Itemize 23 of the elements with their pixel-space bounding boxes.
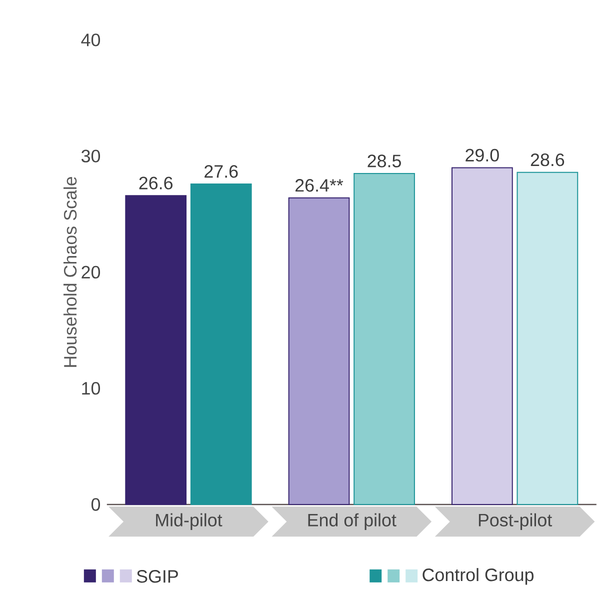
legend-label: SGIP: [136, 570, 178, 583]
data-label: 26.6: [139, 176, 172, 190]
data-label: 28.6: [530, 153, 564, 166]
y-tick-label: 0: [91, 498, 100, 511]
y-tick-label: 10: [82, 382, 100, 394]
data-label: 27.6: [204, 164, 238, 178]
x-tick-label: End of pilot: [308, 513, 396, 530]
x-tick-label: Mid-pilot: [156, 513, 222, 530]
legend-label: Control Group: [422, 568, 534, 585]
y-tick-label: 40: [81, 33, 100, 46]
y-tick-label: 30: [81, 150, 100, 162]
data-label: 28.5: [368, 154, 401, 168]
data-label: 29.0: [466, 148, 499, 162]
y-tick-label: 20: [82, 266, 100, 278]
bar: [354, 172, 415, 505]
data-label: 26.4**: [296, 178, 344, 192]
bar: [125, 194, 187, 505]
bar: [190, 183, 252, 505]
bar: [516, 172, 578, 505]
bar: [288, 197, 350, 505]
y-axis-title: Household Chaos Scale: [63, 176, 77, 367]
x-tick-label: Post-pilot: [478, 513, 552, 530]
bar: [451, 167, 513, 505]
